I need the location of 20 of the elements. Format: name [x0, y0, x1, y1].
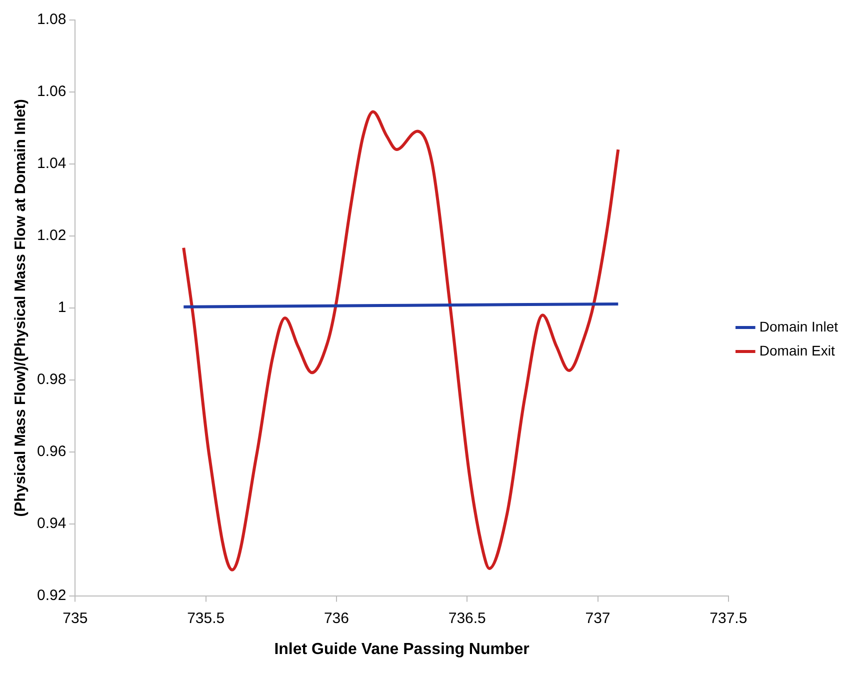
y-tick-label: 0.92	[36, 586, 66, 604]
line-series	[182, 110, 620, 572]
y-tick-label: 1	[58, 299, 66, 316]
y-tick-label: 0.98	[36, 371, 66, 388]
x-tick-label: 735	[62, 610, 88, 627]
y-tick-label: 0.96	[36, 442, 66, 460]
x-tick-label: 736.5	[448, 610, 486, 627]
legend-label: Domain Inlet	[759, 318, 838, 334]
y-axis-title: (Physical Mass Flow)/(Physical Mass Flow at Domain Inlet)	[12, 99, 30, 517]
y-tick-label: 1.04	[36, 155, 66, 172]
x-tick-label: 737.5	[710, 610, 748, 627]
y-tick-label: 1.06	[36, 83, 66, 100]
x-tick-label: 736	[324, 610, 349, 627]
y-tick-label: 1.02	[36, 227, 66, 244]
legend-label: Domain Exit	[759, 342, 835, 358]
y-tick-label: 1.08	[36, 11, 66, 28]
x-tick-label: 735.5	[187, 610, 225, 627]
x-axis-title: Inlet Guide Vane Passing Number	[274, 640, 530, 658]
y-tick-label: 0.94	[36, 514, 66, 532]
x-tick-label: 737	[585, 610, 610, 627]
